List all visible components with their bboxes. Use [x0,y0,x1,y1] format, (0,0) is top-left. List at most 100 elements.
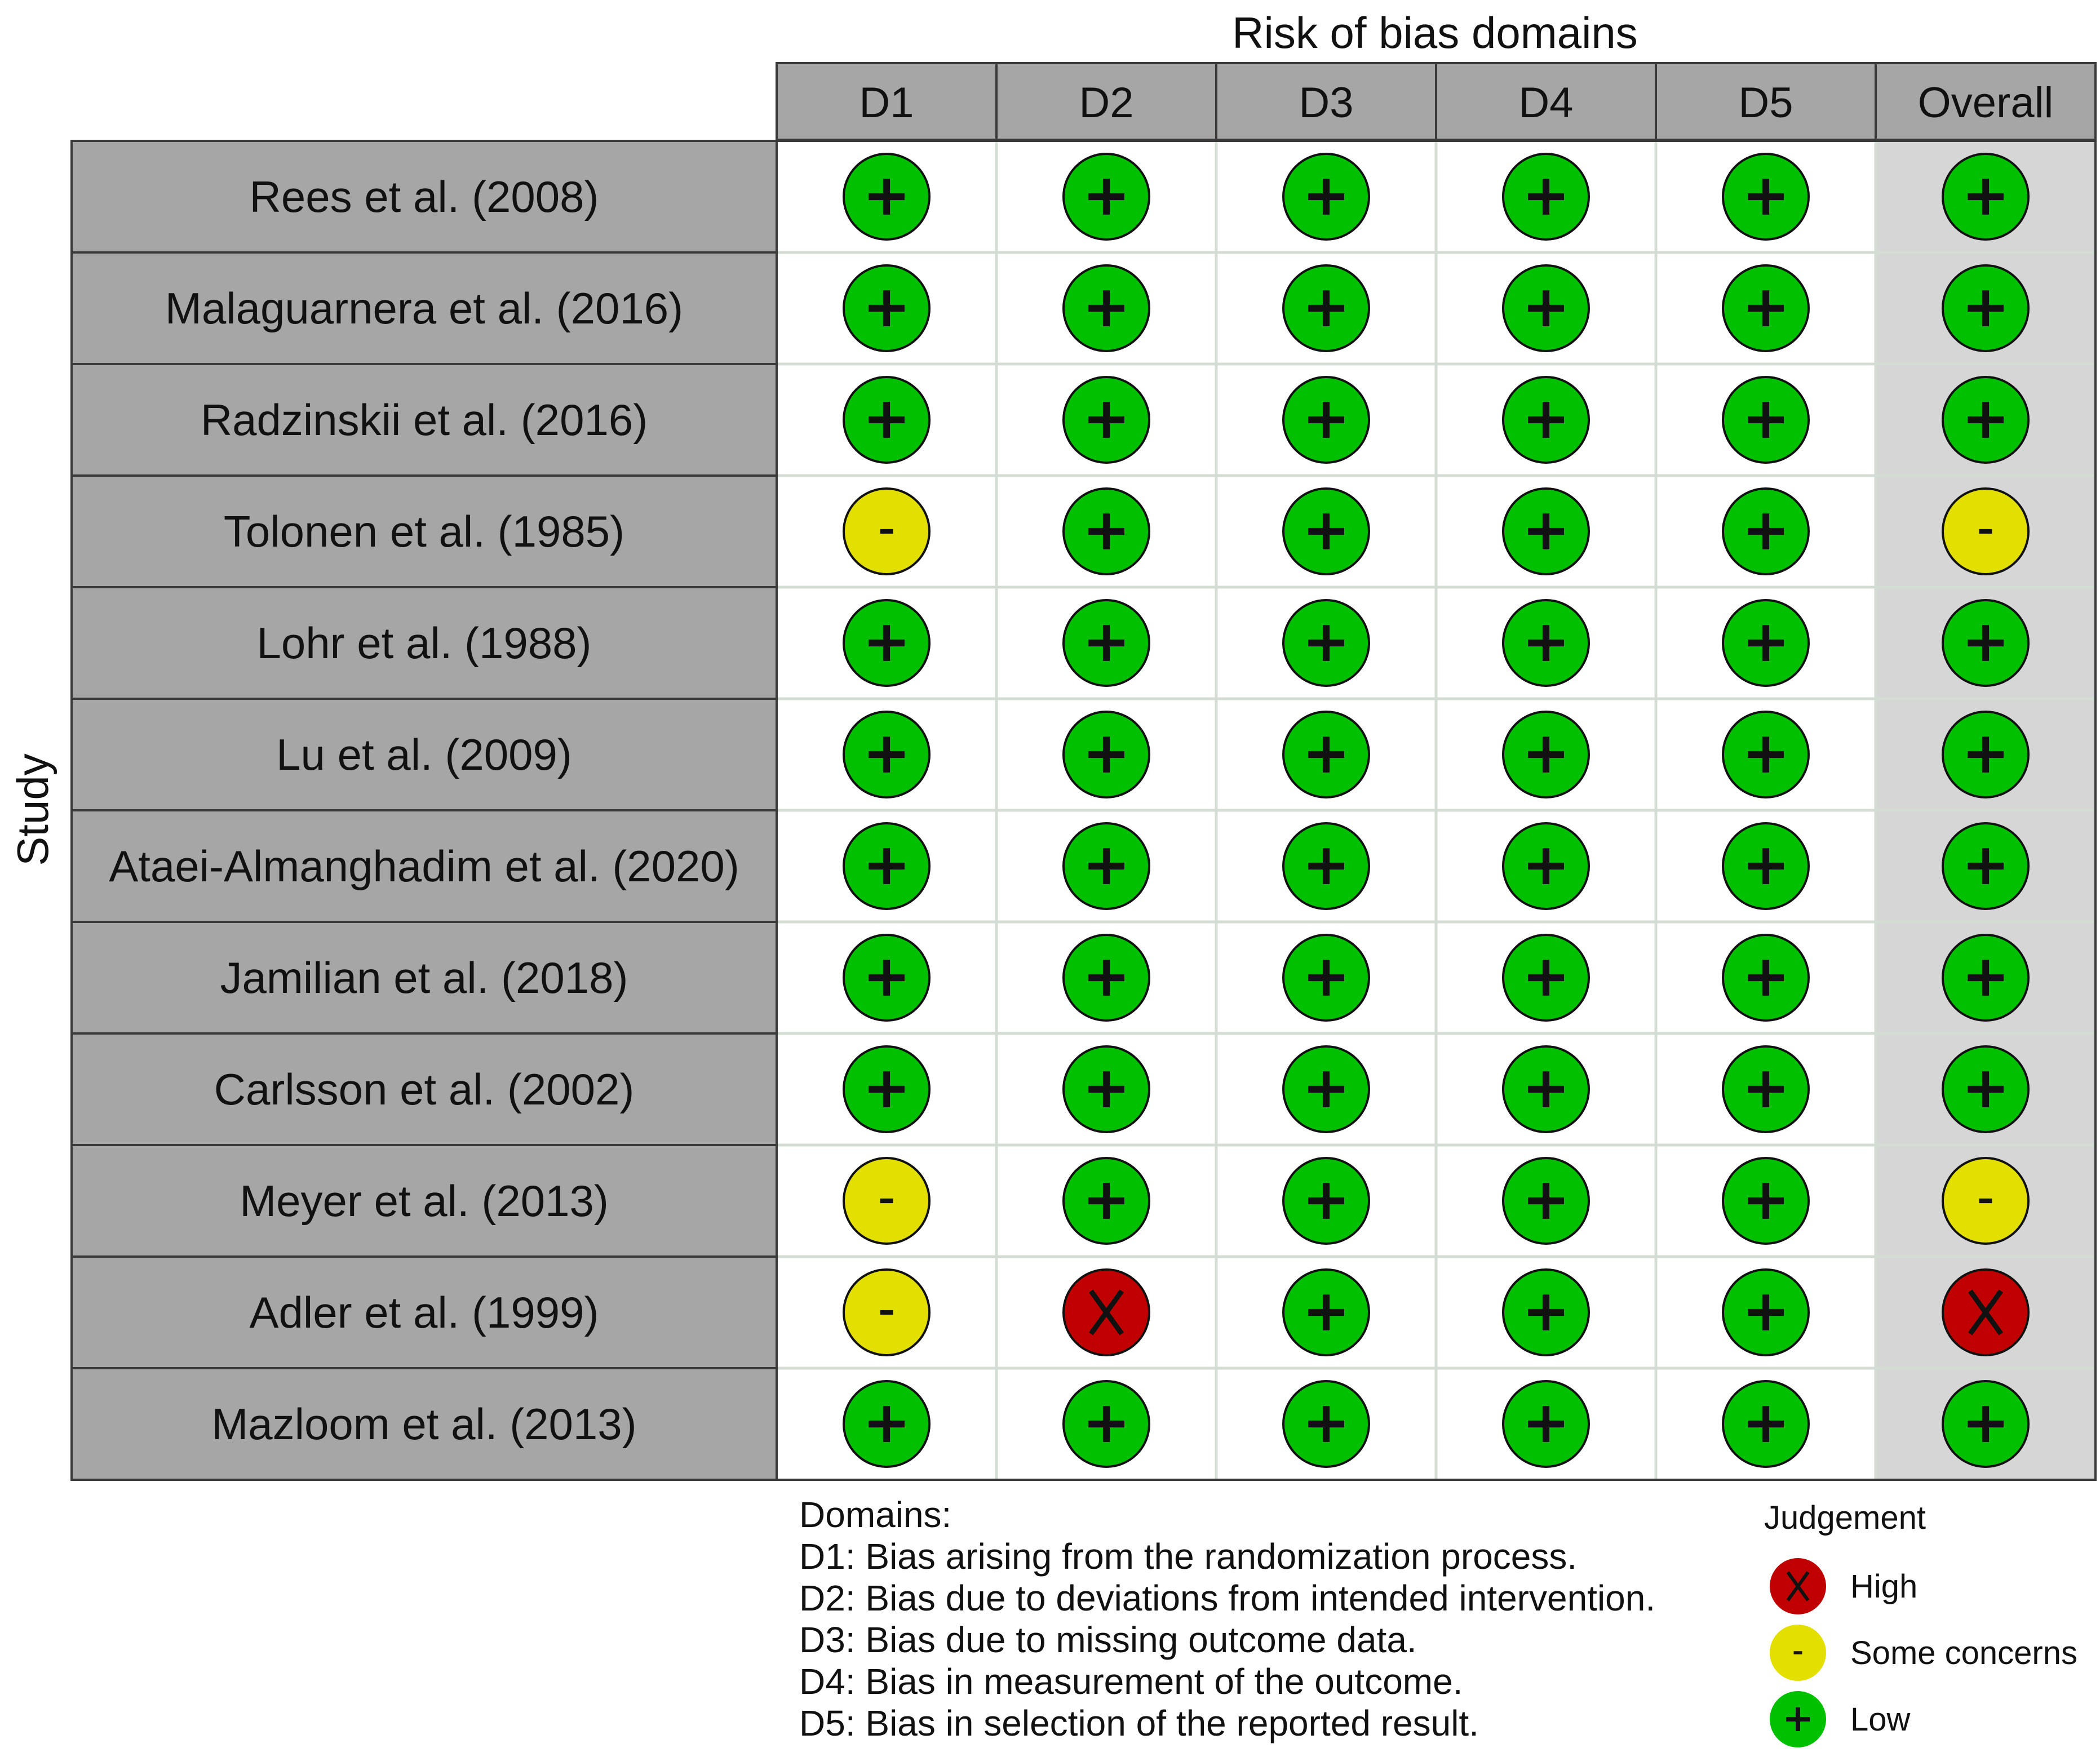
judgement-low-d2-plus-icon [1088,179,1124,215]
judgement-low-overall-plus-icon [1968,1406,2004,1442]
judgement-low-d1 [843,599,931,687]
judgement-low-d5 [1722,376,1810,464]
legend-label-high: High [1850,1568,1917,1605]
study-label: Carlsson et al. (2002) [214,1064,635,1114]
judgement-low-overall [1942,711,2030,798]
column-header-box-d2 [995,62,1217,141]
study-label-box [70,809,778,923]
row-axis-label: Study [8,753,57,866]
study-label-box [70,1032,778,1146]
column-header-box-d1 [776,62,998,141]
judgement-low-d3-plus-icon [1308,1183,1344,1219]
judgement-high-d2-x-icon [1088,1289,1124,1336]
judgement-low-d2-plus-icon [1088,625,1124,661]
column-header-d1: D1 [859,79,914,127]
study-label-box [70,1144,778,1258]
judgement-low-d2-plus-icon [1088,290,1124,326]
judgement-low-overall-plus-icon [1968,290,2004,326]
judgement-low-overall-plus-icon [1968,402,2004,438]
judgement-low-d2 [1062,264,1150,352]
judgement-low-overall [1942,822,2030,910]
judgement-low-d4-plus-icon [1528,1183,1564,1219]
judgement-low-d2 [1062,934,1150,1022]
judgement-low-d5-plus-icon [1748,290,1784,326]
judgement-low-d5 [1722,153,1810,241]
judgement-low-d5 [1722,1157,1810,1245]
judgement-low-d5-plus-icon [1748,1183,1784,1219]
study-label: Ataei-Almanghadim et al. (2020) [109,841,739,891]
judgement-low-d3-plus-icon [1308,1071,1344,1107]
domain-description: D4: Bias in measurement of the outcome. [799,1661,1463,1702]
judgement-low-d3 [1282,599,1370,687]
judgement-low-d3-plus-icon [1308,736,1344,773]
judgement-low-d5 [1722,599,1810,687]
judgement-low-d4 [1502,376,1590,464]
judgement-low-overall [1942,1045,2030,1133]
judgement-low-d1 [843,711,931,798]
judgement-low-d1-plus-icon [869,848,905,884]
judgement-low-d3-plus-icon [1308,513,1344,549]
judgement-low-d5-plus-icon [1748,513,1784,549]
judgement-low-d3-plus-icon [1308,402,1344,438]
study-label: Mazloom et al. (2013) [211,1399,636,1449]
judgement-low-d4 [1502,264,1590,352]
judgement-low-overall-plus-icon [1968,960,2004,996]
judgement-low-d3 [1282,1157,1370,1245]
judgement-low-d2-plus-icon [1088,1071,1124,1107]
judgement-low-d5 [1722,264,1810,352]
domain-description: D3: Bias due to missing outcome data. [799,1620,1417,1660]
column-headers: D1 D2 D3 D4 D5 Overall [776,62,2097,141]
judgement-low-d3-plus-icon [1308,960,1344,996]
legend-symbol-high-x-icon [1786,1571,1810,1601]
judgement-low-d5-plus-icon [1748,625,1784,661]
chart-title: Risk of bias domains [1232,8,1638,57]
study-label-box [70,586,778,700]
judgement-low-d4-plus-icon [1528,513,1564,549]
judgement-low-d3 [1282,264,1370,352]
judgement-low-overall [1942,376,2030,464]
judgement-low-d2 [1062,1157,1150,1245]
judgement-low-d3 [1282,1045,1370,1133]
judgement-low-overall [1942,934,2030,1022]
judgement-low-d5-plus-icon [1748,402,1784,438]
judgement-low-d1-plus-icon [869,736,905,773]
judgement-low-d4 [1502,1157,1590,1245]
judgement-low-d2 [1062,1045,1150,1133]
judgement-low-d2 [1062,711,1150,798]
judgement-low-d4-plus-icon [1528,960,1564,996]
judgement-low-d5-plus-icon [1748,848,1784,884]
judgement-low-d4 [1502,487,1590,575]
study-label: Tolonen et al. (1985) [224,507,624,556]
judgement-some-concerns-overall [1942,487,2030,575]
judgement-low-overall-plus-icon [1968,848,2004,884]
legend-title: Judgement [1764,1499,1926,1536]
judgement-low-d2 [1062,822,1150,910]
judgement-low-d2 [1062,376,1150,464]
judgement-low-overall-plus-icon [1968,1071,2004,1107]
judgement-low-d1-plus-icon [869,960,905,996]
judgement-low-d3 [1282,1268,1370,1356]
judgement-low-d2-plus-icon [1088,1406,1124,1442]
judgement-low-d3-plus-icon [1308,1294,1344,1330]
study-label: Lu et al. (2009) [276,730,572,779]
judgement-low-d5-plus-icon [1748,1294,1784,1330]
column-header-overall: Overall [1918,79,2054,127]
judgement-low-d4-plus-icon [1528,1071,1564,1107]
study-label: Lohr et al. (1988) [256,618,591,668]
legend-symbol-low-plus-icon [1786,1707,1810,1731]
judgement-low-d1 [843,376,931,464]
domain-description: D1: Bias arising from the randomization … [799,1536,1577,1577]
judgement-low-d4-plus-icon [1528,402,1564,438]
judgement-low-d3 [1282,153,1370,241]
judgement-low-d2-plus-icon [1088,960,1124,996]
judgement-low-overall [1942,1380,2030,1468]
judgement-low-d3 [1282,711,1370,798]
judgement-low-overall-plus-icon [1968,625,2004,661]
judgement-low-d2 [1062,487,1150,575]
judgement-low-d1-plus-icon [869,625,905,661]
study-label-box [70,1367,778,1481]
judgement-low-d4-plus-icon [1528,848,1564,884]
judgement-low-d1-plus-icon [869,1071,905,1107]
study-label: Jamilian et al. (2018) [220,953,628,1002]
